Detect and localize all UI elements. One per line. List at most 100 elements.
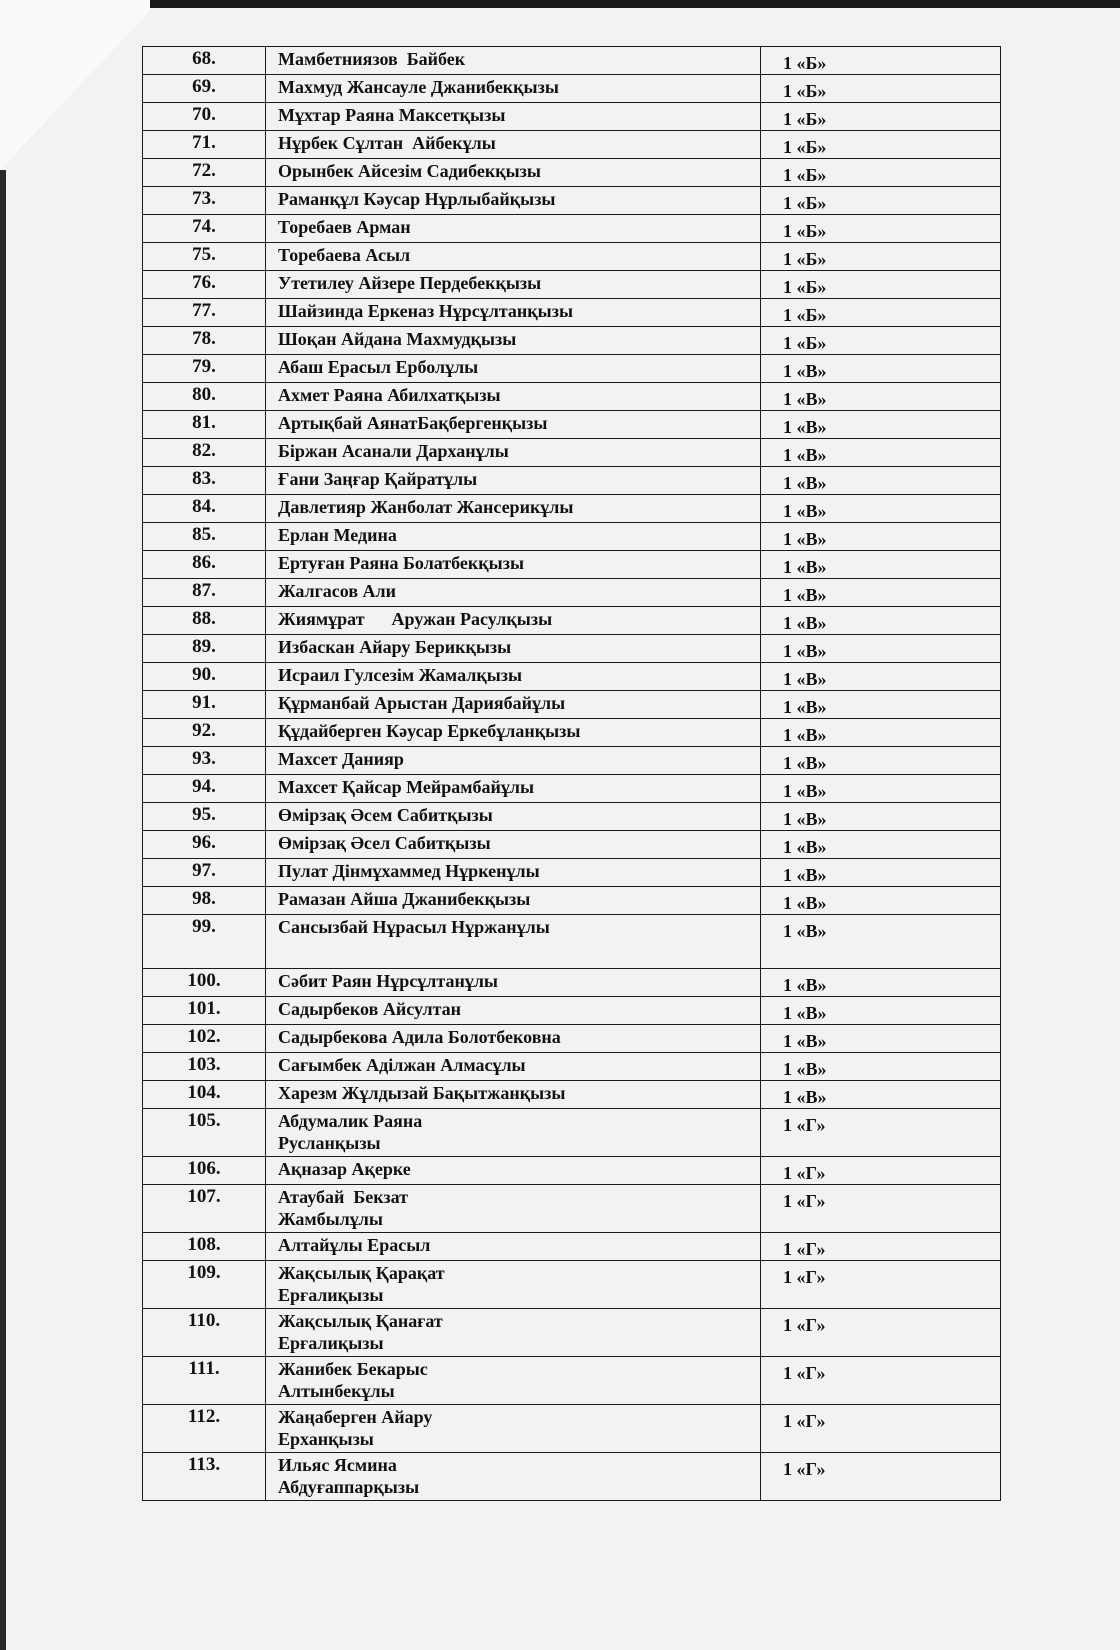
- class-name: 1 «В»: [760, 522, 1001, 551]
- student-name: Жаңаберген Айару Ерханқызы: [265, 1404, 761, 1453]
- student-name: Избаскан Айару Берикқызы: [265, 634, 761, 663]
- row-number: 93.: [142, 746, 266, 775]
- name-line: Махсет Данияр: [278, 749, 404, 769]
- row-number: 71.: [142, 130, 266, 159]
- class-name: 1 «В»: [760, 996, 1001, 1025]
- table-row: 75. Торебаева Асыл 1 «Б»: [142, 242, 1001, 271]
- table-row: 85. Ерлан Медина 1 «В»: [142, 522, 1001, 551]
- class-name: 1 «Б»: [760, 74, 1001, 103]
- table-row: 77. Шайзинда Еркеназ Нұрсұлтанқызы 1 «Б»: [142, 298, 1001, 327]
- class-name: 1 «Г»: [760, 1232, 1001, 1261]
- student-name: Торебаев Арман: [265, 214, 761, 243]
- row-number: 70.: [142, 102, 266, 131]
- row-number: 75.: [142, 242, 266, 271]
- table-row: 84. Давлетияр Жанболат Жансерикұлы 1 «В»: [142, 494, 1001, 523]
- table-row: 72. Орынбек Айсезім Садибекқызы 1 «Б»: [142, 158, 1001, 187]
- table-row: 107. Атаубай Бекзат Жамбылұлы 1 «Г»: [142, 1184, 1001, 1233]
- class-name: 1 «Г»: [760, 1356, 1001, 1405]
- row-number: 87.: [142, 578, 266, 607]
- class-name: 1 «В»: [760, 968, 1001, 997]
- table-row: 104. Харезм Жұлдызай Бақытжанқызы 1 «В»: [142, 1080, 1001, 1109]
- row-number: 83.: [142, 466, 266, 495]
- student-name: Атаубай Бекзат Жамбылұлы: [265, 1184, 761, 1233]
- row-number: 91.: [142, 690, 266, 719]
- class-name: 1 «В»: [760, 354, 1001, 383]
- student-name: Біржан Асанали Дарханұлы: [265, 438, 761, 467]
- name-line: Шоқан Айдана Махмудқызы: [278, 329, 517, 349]
- student-name: Пулат Дінмұхаммед Нұркенұлы: [265, 858, 761, 887]
- name-line: Жаңаберген Айару: [278, 1407, 433, 1427]
- table-row: 93. Махсет Данияр 1 «В»: [142, 746, 1001, 775]
- row-number: 69.: [142, 74, 266, 103]
- student-name: Ильяс Ясмина Абдуғаппарқызы: [265, 1452, 761, 1501]
- student-name: Ақназар Ақерке: [265, 1156, 761, 1185]
- table-row: 109. Жақсылық Қарақат Ерғaлиқызы 1 «Г»: [142, 1260, 1001, 1309]
- student-name: Ғани Заңғар Қайратұлы: [265, 466, 761, 495]
- scan-edge-left: [0, 170, 6, 1650]
- class-name: 1 «Г»: [760, 1108, 1001, 1157]
- name-line: Жиямұрат Аружан Расулқызы: [278, 609, 553, 629]
- row-number: 73.: [142, 186, 266, 215]
- class-name: 1 «В»: [760, 382, 1001, 411]
- class-name: 1 «В»: [760, 914, 1001, 969]
- name-line: Жамбылұлы: [278, 1209, 383, 1229]
- table-row: 88. Жиямұрат Аружан Расулқызы 1 «В»: [142, 606, 1001, 635]
- row-number: 102.: [142, 1024, 266, 1053]
- table-row: 80. Ахмет Раяна Абилхатқызы 1 «В»: [142, 382, 1001, 411]
- name-line: Ғани Заңғар Қайратұлы: [278, 469, 478, 489]
- class-name: 1 «В»: [760, 1080, 1001, 1109]
- class-name: 1 «Б»: [760, 186, 1001, 215]
- student-name: Махсет Қайсар Мейрамбайұлы: [265, 774, 761, 803]
- class-name: 1 «Б»: [760, 326, 1001, 355]
- class-name: 1 «В»: [760, 438, 1001, 467]
- student-name: Махсет Данияр: [265, 746, 761, 775]
- name-line: Ахмет Раяна Абилхатқызы: [278, 385, 501, 405]
- row-number: 96.: [142, 830, 266, 859]
- table-row: 110. Жақсылық Қанағат Ерғалиқызы 1 «Г»: [142, 1308, 1001, 1357]
- table-row: 81. Артықбай АянатБақбергенқызы 1 «В»: [142, 410, 1001, 439]
- row-number: 92.: [142, 718, 266, 747]
- table-row: 92. Құдайберген Кәусар Еркебұланқызы 1 «В»: [142, 718, 1001, 747]
- name-line: Орынбек Айсезім Садибекқызы: [278, 161, 541, 181]
- row-number: 82.: [142, 438, 266, 467]
- class-name: 1 «Б»: [760, 242, 1001, 271]
- class-name: 1 «Б»: [760, 214, 1001, 243]
- class-name: 1 «В»: [760, 466, 1001, 495]
- student-name: Нұрбек Сұлтан Айбекұлы: [265, 130, 761, 159]
- student-name: Сәбит Раян Нұрсұлтанұлы: [265, 968, 761, 997]
- row-number: 74.: [142, 214, 266, 243]
- row-number: 79.: [142, 354, 266, 383]
- name-line: Харезм Жұлдызай Бақытжанқызы: [278, 1083, 566, 1103]
- table-row: 97. Пулат Дінмұхаммед Нұркенұлы 1 «В»: [142, 858, 1001, 887]
- table-row: 102. Садырбекова Адила Болотбековна 1 «В»: [142, 1024, 1001, 1053]
- class-name: 1 «В»: [760, 802, 1001, 831]
- name-line: Ерханқызы: [278, 1429, 374, 1449]
- name-line: Өмірзақ Әсел Сабитқызы: [278, 833, 491, 853]
- student-name: Шоқан Айдана Махмудқызы: [265, 326, 761, 355]
- name-line: Исраил Гулсезім Жамалқызы: [278, 665, 523, 685]
- table-row: 99. Сансызбай Нұрасыл Нұржанұлы 1 «В»: [142, 914, 1001, 969]
- row-number: 110.: [142, 1308, 266, 1357]
- class-name: 1 «В»: [760, 1052, 1001, 1081]
- table-row: 94. Махсет Қайсар Мейрамбайұлы 1 «В»: [142, 774, 1001, 803]
- row-number: 111.: [142, 1356, 266, 1405]
- name-line: Махмуд Жансауле Джанибекқызы: [278, 77, 559, 97]
- table-row: 89. Избаскан Айару Берикқызы 1 «В»: [142, 634, 1001, 663]
- table-row: 78. Шоқан Айдана Махмудқызы 1 «Б»: [142, 326, 1001, 355]
- student-name: Абаш Ерасыл Ерболұлы: [265, 354, 761, 383]
- name-line: Жалгасов Али: [278, 581, 397, 601]
- class-name: 1 «В»: [760, 606, 1001, 635]
- table-row: 103. Сағымбек Аділжан Алмасұлы 1 «В»: [142, 1052, 1001, 1081]
- name-line: Утетилеу Айзере Пердебекқызы: [278, 273, 542, 293]
- student-name: Исраил Гулсезім Жамалқызы: [265, 662, 761, 691]
- row-number: 85.: [142, 522, 266, 551]
- class-name: 1 «В»: [760, 578, 1001, 607]
- row-number: 99.: [142, 914, 266, 969]
- student-name: Жалгасов Али: [265, 578, 761, 607]
- name-line: Ертуған Раяна Болатбекқызы: [278, 553, 525, 573]
- row-number: 103.: [142, 1052, 266, 1081]
- student-name: Ертуған Раяна Болатбекқызы: [265, 550, 761, 579]
- student-name: Сағымбек Аділжан Алмасұлы: [265, 1052, 761, 1081]
- row-number: 88.: [142, 606, 266, 635]
- table-row: 71. Нұрбек Сұлтан Айбекұлы 1 «Б»: [142, 130, 1001, 159]
